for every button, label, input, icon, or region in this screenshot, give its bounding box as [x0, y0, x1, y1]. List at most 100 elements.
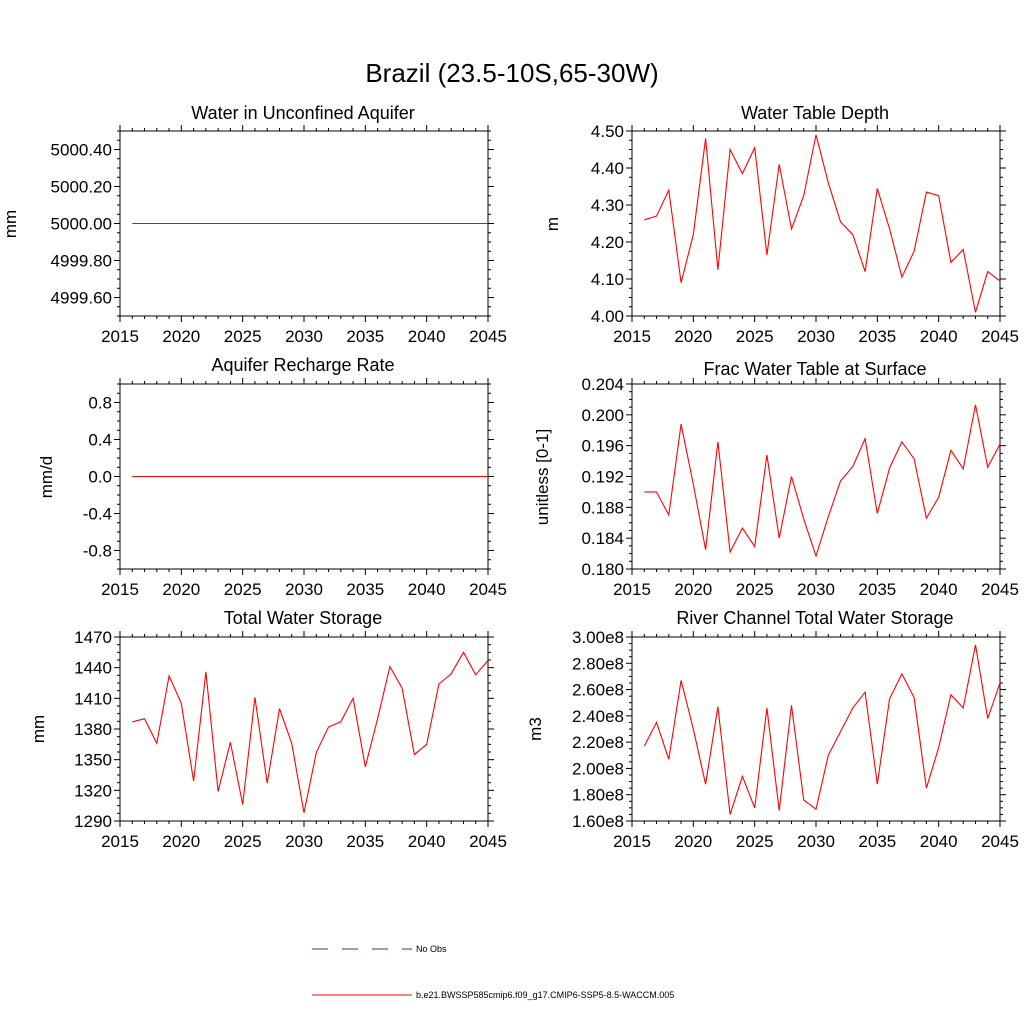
legend-model-label: b.e21.BWSSP585cmip6.f09_g17.CMIP6-SSP5-8… — [416, 990, 674, 1000]
series-line — [644, 134, 1001, 313]
y-tick-label: 5000.20 — [51, 178, 112, 197]
x-tick-label: 2020 — [674, 580, 712, 599]
x-tick-label: 2035 — [858, 327, 896, 346]
plot-area-3: 2015 2020 2025 2030 2035 2040 2045 0.180 0.184 0.… — [581, 375, 1018, 599]
series-line — [132, 651, 489, 813]
x-tick-label: 2025 — [736, 832, 774, 851]
x-tick-label: 2035 — [858, 832, 896, 851]
x-tick-label: 2020 — [162, 580, 200, 599]
x-tick-label: 2040 — [408, 580, 446, 599]
y-tick-label: 0.180 — [581, 560, 624, 579]
y-tick-label: 1380 — [74, 720, 112, 739]
x-tick-label: 2025 — [736, 580, 774, 599]
y-tick-label: 0.196 — [581, 437, 624, 456]
x-tick-label: 2035 — [346, 580, 384, 599]
y-tick-label: 2.00e8 — [572, 759, 624, 778]
x-tick-label: 2020 — [162, 327, 200, 346]
x-tick-label: 2015 — [101, 580, 139, 599]
y-tick-label: 0.0 — [88, 468, 112, 487]
y-tick-label: 4.00 — [591, 307, 624, 326]
y-tick-label: 4.20 — [591, 233, 624, 252]
y-tick-label: -0.4 — [83, 505, 112, 524]
panel-title: Water Table Depth — [741, 103, 889, 123]
y-tick-label: 1350 — [74, 751, 112, 770]
y-tick-label: 4.40 — [591, 159, 624, 178]
panel-frac-water-table-at-surface: Frac Water Table at Surface unitless [0-… — [533, 359, 927, 525]
x-tick-label: 2030 — [797, 832, 835, 851]
y-tick-label: 4.50 — [591, 122, 624, 141]
y-tick-label: 0.8 — [88, 394, 112, 413]
y-tick-label: 0.204 — [581, 375, 624, 394]
panel-water-table-depth: Water Table Depth m — [543, 103, 889, 231]
x-tick-label: 2025 — [736, 327, 774, 346]
y-tick-label: 4.30 — [591, 196, 624, 215]
y-tick-label: 4.10 — [591, 270, 624, 289]
y-tick-label: 4999.60 — [51, 289, 112, 308]
x-tick-label: 2035 — [858, 580, 896, 599]
legend-obs-label: No Obs — [416, 944, 447, 954]
x-tick-label: 2025 — [224, 327, 262, 346]
series-line — [644, 404, 1001, 558]
x-tick-label: 2020 — [674, 327, 712, 346]
y-tick-label: 0.200 — [581, 406, 624, 425]
y-tick-label: 0.188 — [581, 498, 624, 517]
x-tick-label: 2045 — [469, 832, 507, 851]
panel-aquifer-recharge-rate: Aquifer Recharge Rate mm/d — [37, 355, 395, 498]
x-tick-label: 2040 — [408, 327, 446, 346]
y-tick-label: 1410 — [74, 689, 112, 708]
x-tick-label: 2045 — [981, 580, 1019, 599]
panel-title: Frac Water Table at Surface — [703, 359, 926, 379]
x-tick-label: 2030 — [285, 327, 323, 346]
y-tick-label: 3.00e8 — [572, 628, 624, 647]
x-tick-label: 2040 — [920, 580, 958, 599]
y-tick-label: 1.60e8 — [572, 812, 624, 831]
y-tick-label: 1470 — [74, 628, 112, 647]
panel-title: Total Water Storage — [224, 608, 382, 628]
x-tick-label: 2035 — [346, 832, 384, 851]
plot-frame — [119, 636, 489, 822]
x-tick-label: 2030 — [285, 580, 323, 599]
plot-area-1: 2015 2020 2025 2030 2035 2040 2045 4.00 4.10 4.20… — [591, 122, 1019, 346]
y-tick-label: 4999.80 — [51, 252, 112, 271]
y-tick-label: 0.192 — [581, 468, 624, 487]
y-tick-label: 5000.40 — [51, 141, 112, 160]
plot-area-5: 2015 2020 2025 2030 2035 2040 2045 1.60e8 1.80e8… — [572, 628, 1019, 851]
plot-frame — [631, 636, 1001, 822]
x-tick-label: 2045 — [469, 327, 507, 346]
x-tick-label: 2040 — [920, 327, 958, 346]
y-tick-label: 1320 — [74, 781, 112, 800]
x-tick-label: 2045 — [981, 832, 1019, 851]
plot-area-4: 2015 2020 2025 2030 2035 2040 2045 1290 1320 1350… — [74, 628, 507, 851]
panel-title: River Channel Total Water Storage — [676, 608, 953, 628]
legend: No Obs b.e21.BWSSP585cmip6.f09_g17.CMIP6… — [312, 944, 674, 1000]
y-axis-label: unitless [0-1] — [533, 429, 552, 525]
y-axis-label: m3 — [526, 717, 545, 741]
x-tick-label: 2030 — [797, 580, 835, 599]
y-tick-label: 2.60e8 — [572, 681, 624, 700]
y-axis-label: mm — [29, 715, 48, 743]
x-tick-label: 2045 — [981, 327, 1019, 346]
y-tick-label: 1290 — [74, 812, 112, 831]
y-tick-label: 0.184 — [581, 529, 624, 548]
x-tick-label: 2020 — [674, 832, 712, 851]
y-tick-label: 0.4 — [88, 431, 112, 450]
x-tick-label: 2015 — [101, 832, 139, 851]
x-tick-label: 2045 — [469, 580, 507, 599]
y-tick-label: -0.8 — [83, 542, 112, 561]
y-tick-label: 2.40e8 — [572, 707, 624, 726]
panel-title: Water in Unconfined Aquifer — [191, 103, 414, 123]
figure-title: Brazil (23.5-10S,65-30W) — [365, 58, 658, 88]
y-tick-label: 1440 — [74, 659, 112, 678]
x-tick-label: 2020 — [162, 832, 200, 851]
x-tick-label: 2015 — [613, 832, 651, 851]
y-axis-label: mm — [1, 210, 20, 238]
x-tick-label: 2040 — [920, 832, 958, 851]
plot-area-2: 2015 2020 2025 2030 2035 2040 2045 -0.8 -0.4 0.0 0… — [83, 378, 507, 599]
y-tick-label: 2.20e8 — [572, 733, 624, 752]
x-tick-label: 2025 — [224, 580, 262, 599]
x-tick-label: 2015 — [613, 580, 651, 599]
y-tick-label: 2.80e8 — [572, 654, 624, 673]
panel-title: Aquifer Recharge Rate — [211, 355, 394, 375]
x-tick-label: 2030 — [285, 832, 323, 851]
